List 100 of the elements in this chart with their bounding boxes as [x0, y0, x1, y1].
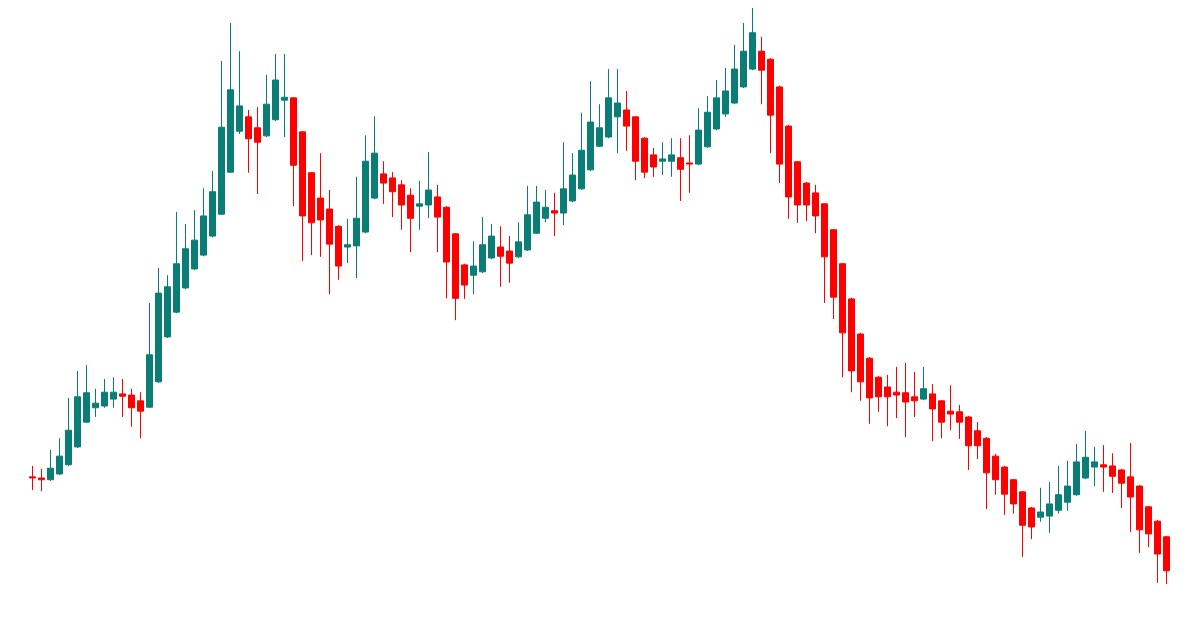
candlestick: [686, 134, 693, 194]
candlestick: [668, 137, 675, 178]
candlestick: [794, 160, 801, 224]
candlestick: [155, 267, 162, 384]
candlestick: [1019, 490, 1026, 558]
candlestick: [1055, 465, 1062, 515]
candlestick: [488, 223, 495, 260]
candlestick: [1082, 430, 1089, 480]
candlestick: [785, 124, 792, 220]
candlestick: [1091, 446, 1098, 487]
candlestick: [1001, 465, 1008, 516]
candlestick: [1028, 506, 1035, 540]
candlestick: [722, 67, 729, 118]
candlestick: [209, 170, 216, 238]
candlestick: [146, 302, 153, 409]
candlestick: [929, 383, 936, 442]
candlestick: [65, 397, 72, 467]
candlestick: [524, 185, 531, 252]
candlestick: [443, 205, 450, 299]
candlestick: [983, 436, 990, 510]
candlestick: [650, 147, 657, 178]
candlestick: [542, 189, 549, 223]
candlestick: [461, 263, 468, 300]
candlestick: [452, 232, 459, 321]
candlestick: [857, 332, 864, 402]
candlestick: [407, 187, 414, 253]
candlestick: [902, 362, 909, 438]
candlestick: [938, 399, 945, 439]
candlestick: [1046, 481, 1053, 534]
candlestick: [56, 437, 63, 476]
candlestick: [1109, 452, 1116, 494]
candlestick: [1154, 519, 1161, 584]
candlestick: [704, 95, 711, 149]
candlestick: [560, 141, 567, 226]
candlestick: [884, 374, 891, 427]
candlestick: [515, 221, 522, 259]
candlestick: [1127, 442, 1134, 533]
candlestick: [74, 370, 81, 449]
candlestick: [425, 151, 432, 219]
candlestick: [191, 209, 198, 271]
candlestick: [290, 96, 297, 207]
candlestick: [578, 112, 585, 191]
candlestick: [659, 141, 666, 176]
candlestick: [128, 388, 135, 428]
candlestick: [416, 180, 423, 231]
candlestick: [731, 44, 738, 105]
candlestick: [254, 106, 261, 195]
candlestick: [821, 202, 828, 304]
candlestick: [740, 22, 747, 89]
candlestick: [533, 185, 540, 235]
candlestick: [1037, 487, 1044, 523]
candlestick: [866, 356, 873, 425]
candlestick: [308, 171, 315, 256]
candlestick: [389, 171, 396, 218]
candlestick: [605, 68, 612, 139]
candlestick: [236, 50, 243, 135]
candlestick: [434, 184, 441, 253]
candlestick: [758, 36, 765, 105]
candlestick: [614, 68, 621, 154]
candlestick: [263, 74, 270, 138]
candlestick: [848, 297, 855, 393]
candlestick: [353, 176, 360, 279]
candlestick: [479, 216, 486, 274]
candlestick: [713, 79, 720, 131]
candlestick: [677, 137, 684, 202]
candlestick: [1136, 484, 1143, 554]
candlestick: [875, 375, 882, 413]
candlestick: [956, 404, 963, 440]
candlestick: [398, 179, 405, 231]
candlestick: [362, 134, 369, 234]
candlestick: [101, 378, 108, 409]
candlestick: [344, 218, 351, 264]
candlestick: [893, 366, 900, 419]
candlestick: [974, 421, 981, 460]
candlestick: [695, 107, 702, 166]
candlestick: [1118, 468, 1125, 509]
candlestick: [749, 7, 756, 71]
candlestick: [119, 378, 126, 418]
candlestick: [1163, 535, 1170, 585]
candlestick: [803, 181, 810, 222]
candlestick: [173, 211, 180, 314]
candlestick: [137, 391, 144, 439]
candlestick: [182, 223, 189, 290]
candlestick: [1100, 444, 1107, 493]
candlestick: [380, 160, 387, 205]
candlestick: [335, 224, 342, 281]
candlestick: [812, 184, 819, 234]
candlestick: [587, 80, 594, 172]
candlestick: [920, 366, 927, 401]
candlestick: [596, 103, 603, 148]
candlestick: [317, 152, 324, 258]
candlestick: [92, 388, 99, 418]
candlestick: [911, 371, 918, 418]
candlestick: [47, 449, 54, 482]
candlestick: [506, 235, 513, 284]
candlestick: [551, 192, 558, 237]
candlestick: [1073, 443, 1080, 497]
candlestick: [227, 22, 234, 174]
candlestick: [1145, 505, 1152, 548]
candlestick: [29, 465, 36, 491]
